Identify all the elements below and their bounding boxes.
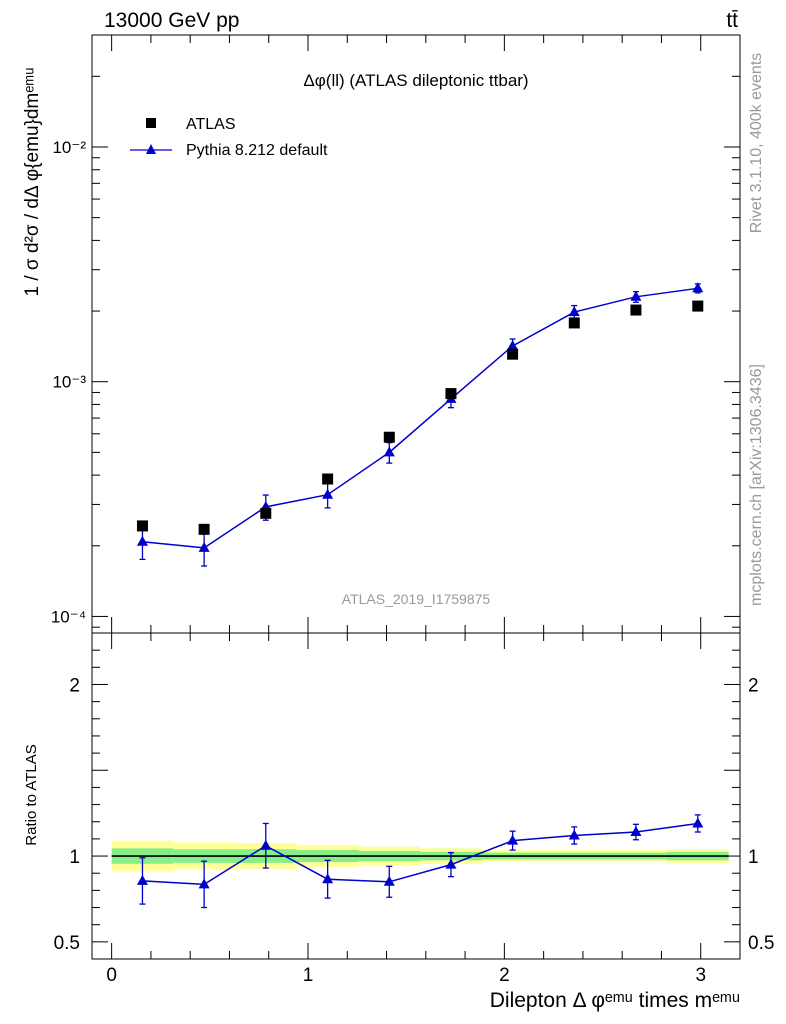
ratio-series-layer xyxy=(136,814,704,909)
energy-label: 13000 GeV pp xyxy=(104,9,239,32)
pythia-marker xyxy=(383,446,395,457)
main-title: Δφ(ll) (ATLAS dileptonic ttbar) xyxy=(303,71,528,90)
legend-label-atlas: ATLAS xyxy=(186,116,236,133)
ratio-marker xyxy=(692,817,704,828)
main-y-axis-label: 1 / σ d²σ / dΔ φ{emu}dmᵉᵐᵘ xyxy=(22,68,43,297)
rivet-label: Rivet 3.1.10, 400k events xyxy=(748,53,765,234)
ratio-panel: Ratio to ATLAS Dilepton Δ φᵉᵐᵘ times mᵉᵐ… xyxy=(23,632,774,1012)
main-series-layer xyxy=(136,282,704,567)
ratio-y-tick-label-right: 1 xyxy=(748,847,759,868)
ratio-y-axis-label: Ratio to ATLAS xyxy=(23,744,40,845)
pythia-marker xyxy=(322,488,334,499)
pythia-marker xyxy=(507,339,519,350)
ratio-line xyxy=(142,822,698,886)
ratio-marker xyxy=(445,858,457,869)
atlas-marker xyxy=(260,507,272,519)
atlas-marker xyxy=(507,348,519,360)
ratio-y-tick-label-left: 1 xyxy=(69,847,80,868)
atlas-marker xyxy=(445,388,457,400)
mcplots-label: mcplots.cern.ch [arXiv:1306.3436] xyxy=(748,364,765,606)
atlas-marker xyxy=(692,300,704,312)
main-panel: Δφ(ll) (ATLAS dileptonic ttbar) ATLAS_20… xyxy=(22,34,741,634)
x-tick-label: 3 xyxy=(695,965,706,986)
atlas-marker xyxy=(568,317,580,329)
ratio-y-tick-label-right: 0.5 xyxy=(748,933,774,954)
process-label: tt̄ xyxy=(726,9,738,32)
pythia-marker xyxy=(568,306,580,317)
main-axis-ticks: 10⁻⁴ 10⁻³ 10⁻² xyxy=(51,34,740,633)
ratio-marker xyxy=(136,874,148,885)
pythia-line xyxy=(142,287,698,549)
ratio-marker xyxy=(322,873,334,884)
ratio-marker xyxy=(507,834,519,845)
atlas-marker xyxy=(136,520,148,532)
legend-label-pythia: Pythia 8.212 default xyxy=(186,142,328,159)
ratio-axis-ticks: 0.5 0.5 1 1 2 2 0 1 2 3 xyxy=(54,632,774,986)
x-tick-label: 0 xyxy=(106,965,117,986)
x-tick-label: 2 xyxy=(499,965,510,986)
legend-marker-atlas xyxy=(146,118,156,128)
main-y-tick-label: 10⁻³ xyxy=(52,373,86,392)
ratio-marker xyxy=(630,826,642,837)
x-axis-label: Dilepton Δ φᵉᵐᵘ times mᵉᵐᵘ xyxy=(490,989,740,1012)
ratio-marker xyxy=(260,839,272,850)
pythia-marker xyxy=(692,282,704,293)
legend: ATLAS Pythia 8.212 default xyxy=(130,116,328,159)
ratio-frame xyxy=(91,632,741,960)
ratio-y-tick-label-left: 0.5 xyxy=(54,933,80,954)
pythia-marker xyxy=(630,290,642,301)
watermark: ATLAS_2019_I1759875 xyxy=(342,591,491,607)
ratio-y-tick-label-right: 2 xyxy=(748,675,759,696)
ratio-marker xyxy=(198,878,210,889)
ratio-y-tick-label-left: 2 xyxy=(69,675,80,696)
pythia-marker xyxy=(198,541,210,552)
ratio-marker xyxy=(383,875,395,886)
main-y-tick-label: 10⁻² xyxy=(52,138,86,157)
pythia-marker xyxy=(136,535,148,546)
atlas-marker xyxy=(383,431,395,443)
legend-marker-pythia xyxy=(146,144,156,154)
atlas-marker xyxy=(630,304,642,316)
ratio-marker xyxy=(568,829,580,840)
atlas-marker xyxy=(322,473,334,485)
main-y-tick-label: 10⁻⁴ xyxy=(51,607,86,626)
x-tick-label: 1 xyxy=(303,965,314,986)
atlas-marker xyxy=(198,523,210,535)
